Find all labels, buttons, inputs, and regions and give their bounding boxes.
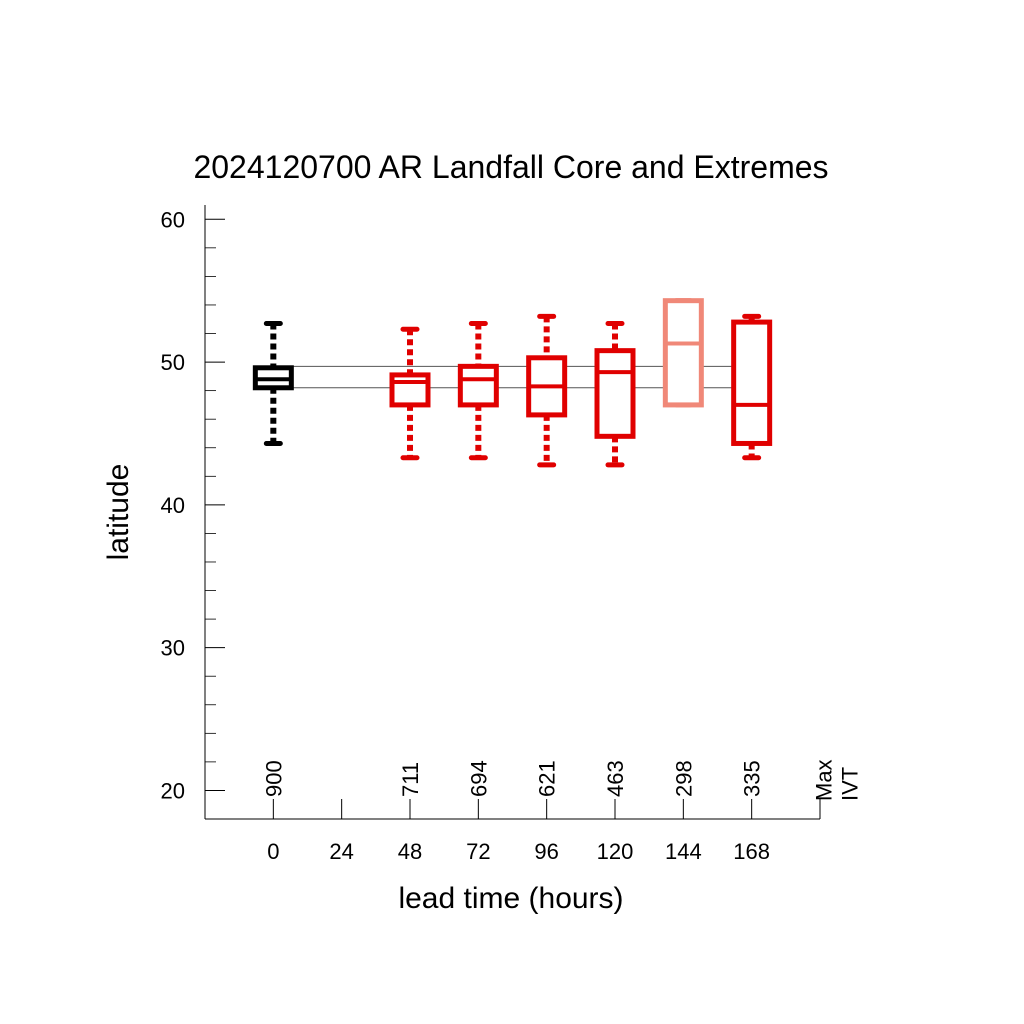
chart-title: 2024120700 AR Landfall Core and Extremes: [193, 149, 828, 185]
iqr-box: [662, 298, 704, 408]
box-168: [731, 313, 773, 461]
x-tick-label: 96: [534, 839, 558, 864]
box-0: [252, 321, 294, 446]
count-label: 900: [261, 760, 286, 797]
y-tick-label: 40: [161, 493, 185, 518]
x-tick-label: 120: [597, 839, 634, 864]
count-label: 335: [740, 760, 765, 797]
corner-label-line: Max: [812, 759, 837, 801]
iqr-box: [731, 319, 773, 446]
count-label: 711: [398, 762, 423, 797]
x-tick-label: 0: [267, 839, 279, 864]
x-axis-label: lead time (hours): [398, 882, 623, 915]
y-tick-label: 20: [161, 778, 185, 803]
box-series: [252, 298, 773, 468]
x-tick-label: 168: [733, 839, 770, 864]
y-tick-label: 30: [161, 636, 185, 661]
x-tick-label: 72: [466, 839, 490, 864]
box-72: [457, 321, 499, 461]
count-label: 463: [603, 760, 628, 797]
x-tick-label: 24: [329, 839, 353, 864]
iqr-box: [457, 363, 499, 408]
y-tick-label: 50: [161, 350, 185, 375]
box-96: [526, 313, 568, 468]
iqr-box: [594, 348, 636, 439]
x-tick-label: 144: [665, 839, 702, 864]
max-ivt-label: Max IVT: [812, 759, 863, 801]
count-label: 694: [466, 760, 491, 797]
box-120: [594, 321, 636, 468]
count-label: 298: [671, 760, 696, 797]
axes: 20 30 40 50 60 0 24 48 72 96 120 144 168: [161, 205, 821, 864]
y-axis-label: latitude: [102, 464, 135, 561]
y-tick-label: 60: [161, 207, 185, 232]
count-label: 621: [535, 760, 560, 797]
x-tick-label: 48: [398, 839, 422, 864]
corner-label-line: IVT: [838, 767, 863, 801]
sample-counts: 900 711 694 621 463 298 335: [261, 760, 764, 797]
box-48: [389, 326, 431, 461]
iqr-box: [389, 372, 431, 408]
box-144: [662, 298, 704, 408]
